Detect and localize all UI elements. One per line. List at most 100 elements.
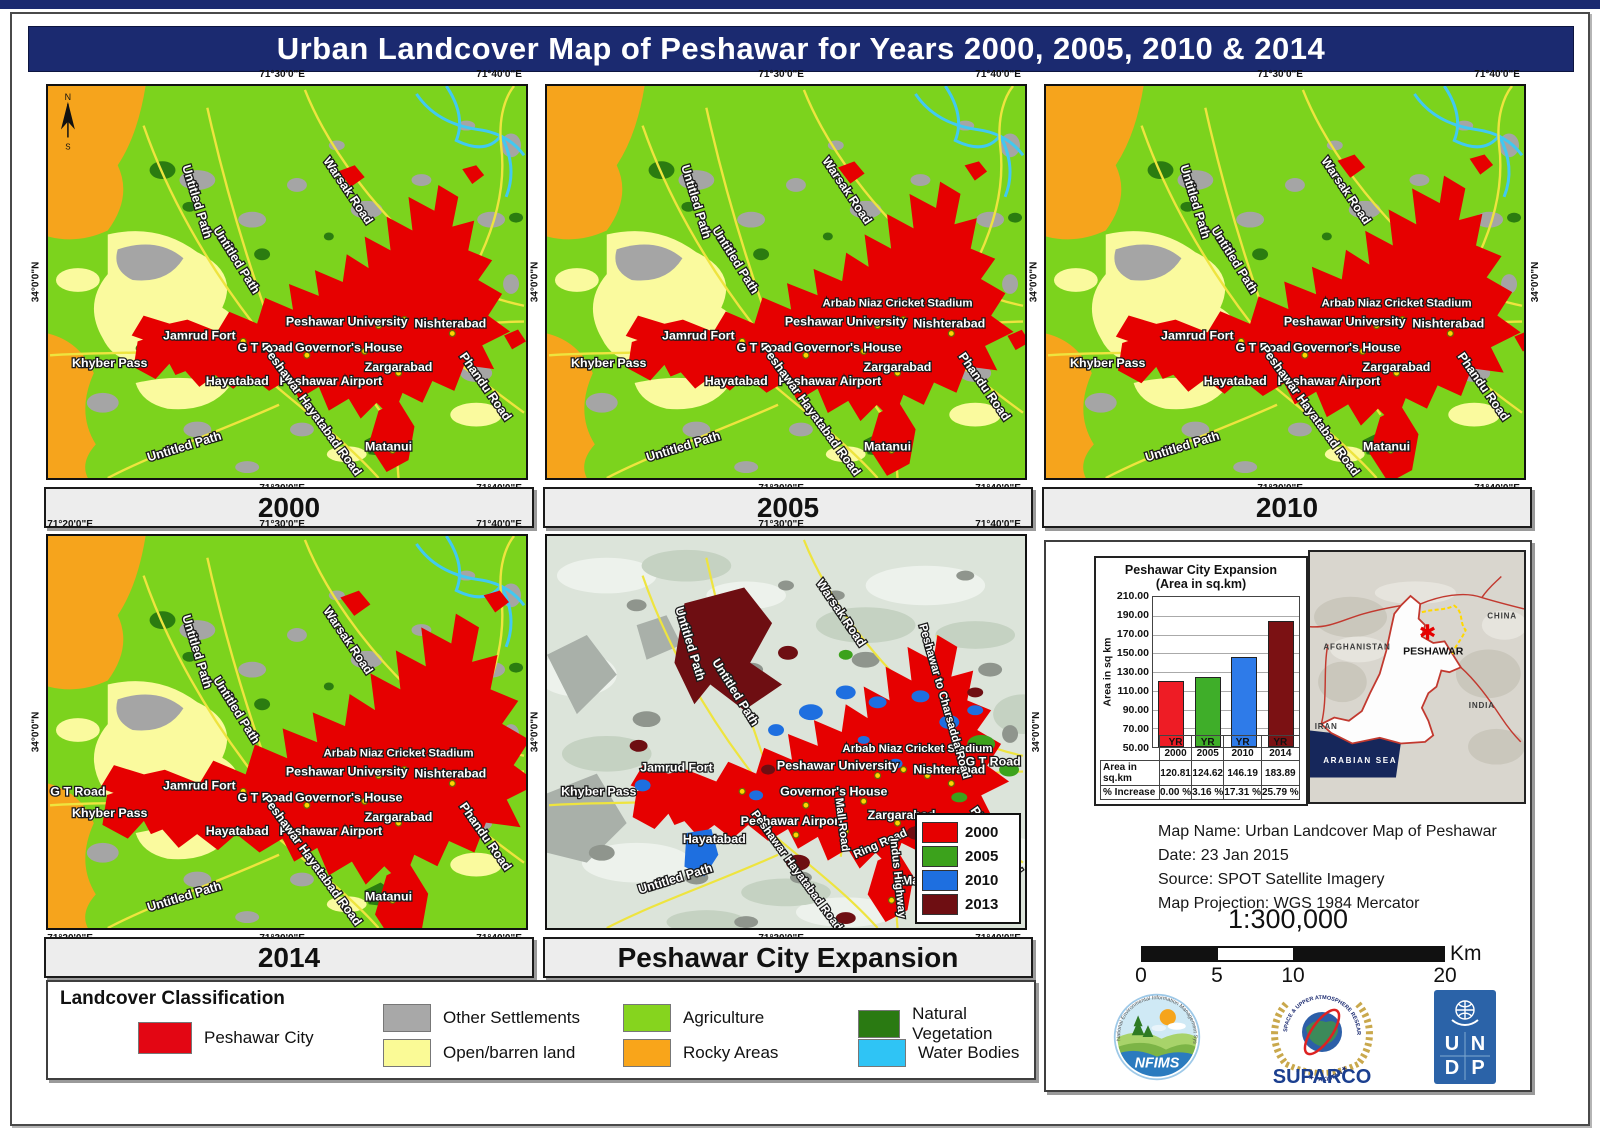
nfims-logo: NFIMS National Environmental Information…	[1110, 988, 1202, 1082]
chart-y-axis-label: Area in sq km	[1101, 637, 1113, 707]
svg-text:Nishterabad: Nishterabad	[913, 763, 985, 777]
svg-text:Peshawar Airport: Peshawar Airport	[280, 374, 383, 388]
svg-text:Khyber Pass: Khyber Pass	[1070, 356, 1145, 370]
urban-extent	[131, 165, 526, 473]
svg-text:G T Road: G T Road	[237, 340, 292, 354]
caption-expansion: Peshawar City Expansion	[543, 937, 1033, 978]
svg-text:Khyber Pass: Khyber Pass	[72, 356, 147, 370]
svg-text:Peshawar Airport: Peshawar Airport	[1278, 374, 1381, 388]
urban-extent	[1115, 154, 1524, 478]
svg-text:Hayatabad: Hayatabad	[1204, 374, 1267, 388]
svg-text:G T Road: G T Road	[736, 340, 791, 354]
page-title: Urban Landcover Map of Peshawar for Year…	[28, 26, 1574, 72]
page-title-text: Urban Landcover Map of Peshawar for Year…	[276, 31, 1326, 66]
expansion-chart: Peshawar City Expansion (Area in sq.km) …	[1094, 556, 1308, 806]
caption-2014: 2014	[44, 937, 534, 978]
svg-text:Peshawar University: Peshawar University	[286, 765, 408, 779]
svg-text:Zargarabad: Zargarabad	[864, 360, 932, 374]
svg-text:Arbab Niaz Cricket Stadium: Arbab Niaz Cricket Stadium	[823, 298, 973, 310]
svg-text:Arbab Niaz Cricket Stadium: Arbab Niaz Cricket Stadium	[1322, 298, 1472, 310]
svg-text:Matanui: Matanui	[1363, 439, 1410, 453]
map-panel-expansion: 71°30'0"E 71°40'0"E	[530, 519, 1043, 944]
svg-text:Nishterabad: Nishterabad	[414, 317, 486, 331]
svg-text:Governor's House: Governor's House	[780, 784, 887, 798]
svg-text:P: P	[1471, 1057, 1484, 1079]
svg-text:Jamrud Fort: Jamrud Fort	[1161, 328, 1234, 342]
svg-text:Governor's House: Governor's House	[295, 790, 402, 804]
svg-text:AFGHANISTAN: AFGHANISTAN	[1323, 642, 1390, 651]
landcover-legend: Landcover Classification Peshawar City O…	[46, 980, 1036, 1080]
svg-text:D: D	[1445, 1057, 1459, 1079]
scale-unit: Km	[1450, 942, 1482, 965]
svg-text:G T Road: G T Road	[50, 784, 105, 798]
page-top-strip	[0, 0, 1600, 9]
chart-plot	[1152, 596, 1300, 748]
meta-source: Source: SPOT Satellite Imagery	[1158, 871, 1385, 888]
svg-text:Hayatabad: Hayatabad	[705, 374, 768, 388]
scale-ratio: 1:300,000	[1227, 904, 1349, 934]
landcover-map: N S Untitled Path Untitled Path Warsak R…	[48, 86, 526, 478]
svg-text:Hayatabad: Hayatabad	[683, 832, 746, 846]
svg-text:Hayatabad: Hayatabad	[206, 374, 269, 388]
logos-row: NFIMS National Environmental Information…	[1046, 986, 1530, 1088]
poi-markers	[738, 316, 955, 454]
kashmir-line	[1421, 604, 1467, 655]
svg-text:Zargarabad: Zargarabad	[365, 360, 433, 374]
svg-text:Khyber Pass: Khyber Pass	[561, 784, 636, 798]
suparco-logo: SPACE & UPPER ATMOSPHERE RESEARCH COMMIS…	[1240, 986, 1402, 1088]
svg-text:Jamrud Fort: Jamrud Fort	[640, 761, 713, 775]
map-2014: N S Untitled Path Untitled Path Warsak R…	[46, 534, 528, 930]
map-2010: N S Untitled Path Untitled Path Warsak R…	[1044, 84, 1526, 480]
svg-text:CHINA: CHINA	[1487, 612, 1517, 621]
svg-text:G T Road: G T Road	[965, 755, 1020, 769]
svg-text:Khyber Pass: Khyber Pass	[72, 806, 147, 820]
svg-text:ARABIAN SEA: ARABIAN SEA	[1323, 756, 1397, 765]
svg-text:SPACE & UPPER ATMOSPHERE RESEA: SPACE & UPPER ATMOSPHERE RESEARCH COMMIS…	[1242, 990, 1361, 1035]
svg-text:Peshawar University: Peshawar University	[785, 315, 907, 329]
north-arrow: N S	[60, 92, 75, 151]
svg-text:N: N	[65, 92, 71, 102]
svg-text:U: U	[1445, 1033, 1459, 1055]
pakistan-inset-map: ✱ PESHAWAR AFGHANISTAN CHINA INDIA IRAN …	[1308, 550, 1526, 804]
svg-text:Nishterabad: Nishterabad	[1412, 317, 1484, 331]
expansion-2005-extent	[838, 649, 1020, 803]
scale-bar	[1141, 946, 1445, 962]
svg-text:Peshawar University: Peshawar University	[1284, 315, 1406, 329]
chart-yticks: 210.00 190.00 170.00 150.00 130.00 110.00 90.0…	[1116, 590, 1149, 754]
landcover-map: N S Untitled Path Untitled Path Warsak R…	[1046, 86, 1524, 478]
svg-text:N: N	[1471, 1033, 1485, 1055]
svg-text:SUPARCO: SUPARCO	[1273, 1066, 1372, 1086]
map-2000: N S Untitled Path Untitled Path Warsak R…	[46, 84, 528, 480]
landcover-map: N S Untitled Path Untitled Path Warsak R…	[547, 86, 1025, 478]
svg-text:Peshawar Airport: Peshawar Airport	[779, 374, 882, 388]
undp-logo: U N D P	[1434, 990, 1496, 1084]
svg-text:Matanui: Matanui	[864, 439, 911, 453]
svg-text:Matanui: Matanui	[365, 439, 412, 453]
map-panel-2005: 71°30'0"E 71°40'0"E	[530, 69, 1027, 494]
bar-2014	[1267, 621, 1294, 747]
map-panel-2014: 71°20'0"E 71°30'0"E 71°40'0"E	[31, 519, 528, 944]
scale-ticks: 0 5 10 20	[1135, 964, 1457, 987]
bar-2010	[1231, 656, 1258, 747]
svg-text:Governor's House: Governor's House	[295, 340, 402, 354]
svg-text:Governor's House: Governor's House	[1293, 340, 1400, 354]
peshawar-marker: ✱	[1419, 622, 1437, 645]
map-panel-2000: 71°30'0"E 71°40'0"E	[31, 69, 528, 494]
svg-text:Peshawar Airport: Peshawar Airport	[741, 814, 844, 828]
meta-map-name: Map Name: Urban Landcover Map of Peshawa…	[1158, 823, 1497, 840]
chart-table: YR 2000 YR 2005 YR 2010 YR 2014 Area in sq.km 120…	[1100, 735, 1300, 800]
map-2005: N S Untitled Path Untitled Path Warsak R…	[545, 84, 1027, 480]
svg-text:Nishterabad: Nishterabad	[414, 767, 486, 781]
urban-extent	[625, 161, 1025, 476]
expansion-legend: 2000 2005 2010 2013	[915, 813, 1021, 924]
svg-text:INDIA: INDIA	[1469, 701, 1495, 710]
svg-text:Arbab Niaz Cricket Stadium: Arbab Niaz Cricket Stadium	[842, 743, 992, 755]
svg-text:Peshawar University: Peshawar University	[777, 759, 899, 773]
pakistan-outline	[1319, 594, 1463, 745]
inset-city-label: PESHAWAR	[1403, 645, 1464, 657]
meta-date: Date: 23 Jan 2015	[1158, 847, 1289, 864]
arabian-sea	[1310, 730, 1401, 778]
caption-2010: 2010	[1042, 487, 1532, 528]
caption-2000: 2000	[44, 487, 534, 528]
